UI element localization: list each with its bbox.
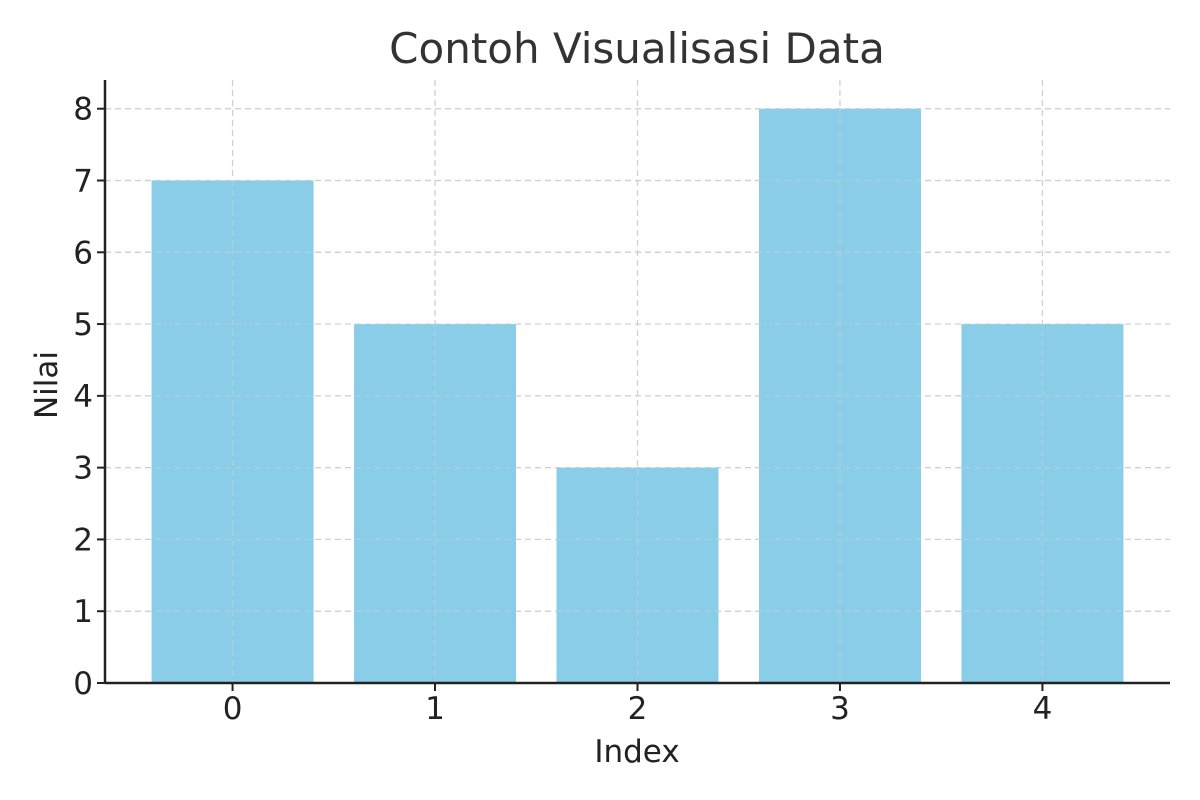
y-tick-label: 4: [73, 379, 93, 415]
y-tick-label: 5: [73, 307, 93, 343]
y-tick-label: 6: [73, 235, 93, 271]
y-tick-label: 7: [73, 164, 93, 200]
x-tick-label: 1: [425, 691, 445, 727]
x-tick-label: 4: [1033, 691, 1053, 727]
y-tick-label: 8: [73, 92, 93, 128]
x-tick-label: 2: [628, 691, 648, 727]
y-tick-label: 2: [73, 522, 93, 558]
y-tick-label: 0: [73, 666, 93, 702]
y-tick-label: 1: [73, 594, 93, 630]
tick-labels: 0 1 2 3 4 5 6 7 8 0 1 2 3 4: [73, 92, 1052, 727]
y-axis-label: Nilai: [29, 351, 65, 419]
bars: [105, 80, 1170, 683]
x-tick-label: 3: [830, 691, 850, 727]
x-axis-label: Index: [594, 734, 679, 770]
y-tick-label: 3: [73, 451, 93, 487]
x-tick-label: 0: [223, 691, 243, 727]
chart-title: Contoh Visualisasi Data: [389, 24, 885, 73]
